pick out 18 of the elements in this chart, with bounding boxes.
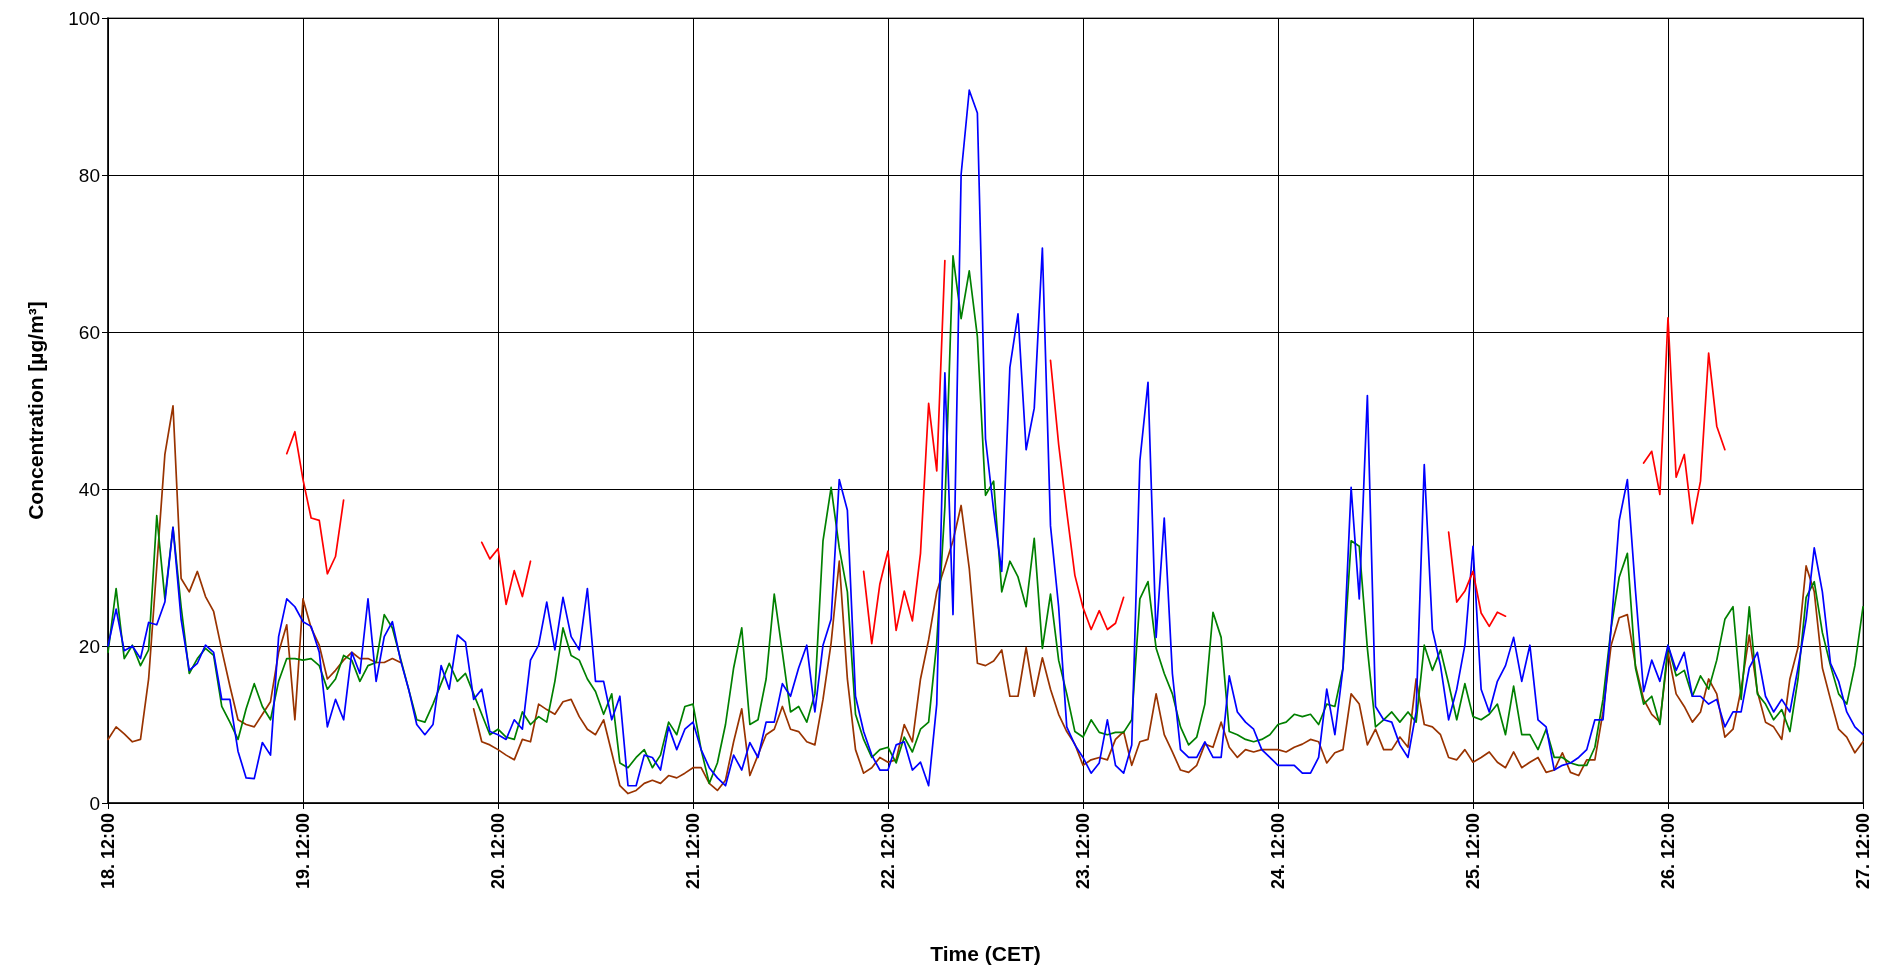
y-tick-label: 20 <box>78 635 100 657</box>
x-tick-label: 19. 12:00 <box>293 813 313 890</box>
x-tick-label: 26. 12:00 <box>1658 813 1678 890</box>
x-tick-label: 24. 12:00 <box>1268 813 1288 890</box>
x-tick-label: 23. 12:00 <box>1073 813 1093 890</box>
y-tick-label: 0 <box>89 792 100 814</box>
y-tick-label: 100 <box>68 7 100 29</box>
x-tick-label: 27. 12:00 <box>1853 813 1873 890</box>
x-axis-title: Time (CET) <box>930 942 1041 965</box>
x-tick-label: 25. 12:00 <box>1463 813 1483 890</box>
x-tick-label: 18. 12:00 <box>98 813 118 890</box>
y-axis-title: Concentration [µg/m³] <box>24 301 47 520</box>
y-tick-label: 80 <box>78 164 100 186</box>
y-tick-label: 60 <box>78 321 100 343</box>
x-tick-label: 20. 12:00 <box>488 813 508 890</box>
x-tick-label: 22. 12:00 <box>878 813 898 890</box>
x-tick-label: 21. 12:00 <box>683 813 703 890</box>
y-tick-label: 40 <box>78 478 100 500</box>
